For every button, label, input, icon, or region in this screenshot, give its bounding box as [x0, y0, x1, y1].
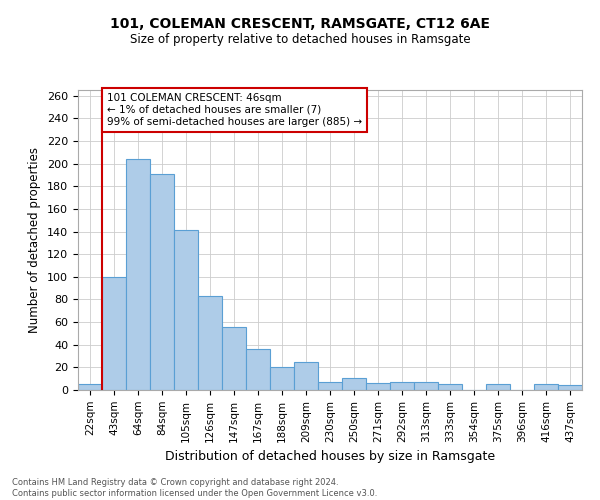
Bar	[366, 383, 390, 390]
Bar	[150, 174, 174, 390]
Text: 101, COLEMAN CRESCENT, RAMSGATE, CT12 6AE: 101, COLEMAN CRESCENT, RAMSGATE, CT12 6A…	[110, 18, 490, 32]
Bar	[414, 382, 438, 390]
Bar	[390, 382, 414, 390]
Bar	[294, 362, 318, 390]
Bar	[126, 159, 150, 390]
Bar	[198, 296, 222, 390]
Bar	[102, 277, 126, 390]
Bar	[78, 384, 102, 390]
Y-axis label: Number of detached properties: Number of detached properties	[28, 147, 41, 333]
Text: Size of property relative to detached houses in Ramsgate: Size of property relative to detached ho…	[130, 32, 470, 46]
Bar	[342, 378, 366, 390]
Text: Contains HM Land Registry data © Crown copyright and database right 2024.
Contai: Contains HM Land Registry data © Crown c…	[12, 478, 377, 498]
Bar	[318, 382, 342, 390]
Bar	[222, 326, 246, 390]
Bar	[270, 368, 294, 390]
Bar	[534, 384, 558, 390]
Bar	[486, 384, 510, 390]
Bar	[174, 230, 198, 390]
Bar	[558, 386, 582, 390]
Bar	[246, 349, 270, 390]
X-axis label: Distribution of detached houses by size in Ramsgate: Distribution of detached houses by size …	[165, 450, 495, 463]
Text: 101 COLEMAN CRESCENT: 46sqm
← 1% of detached houses are smaller (7)
99% of semi-: 101 COLEMAN CRESCENT: 46sqm ← 1% of deta…	[107, 94, 362, 126]
Bar	[438, 384, 462, 390]
